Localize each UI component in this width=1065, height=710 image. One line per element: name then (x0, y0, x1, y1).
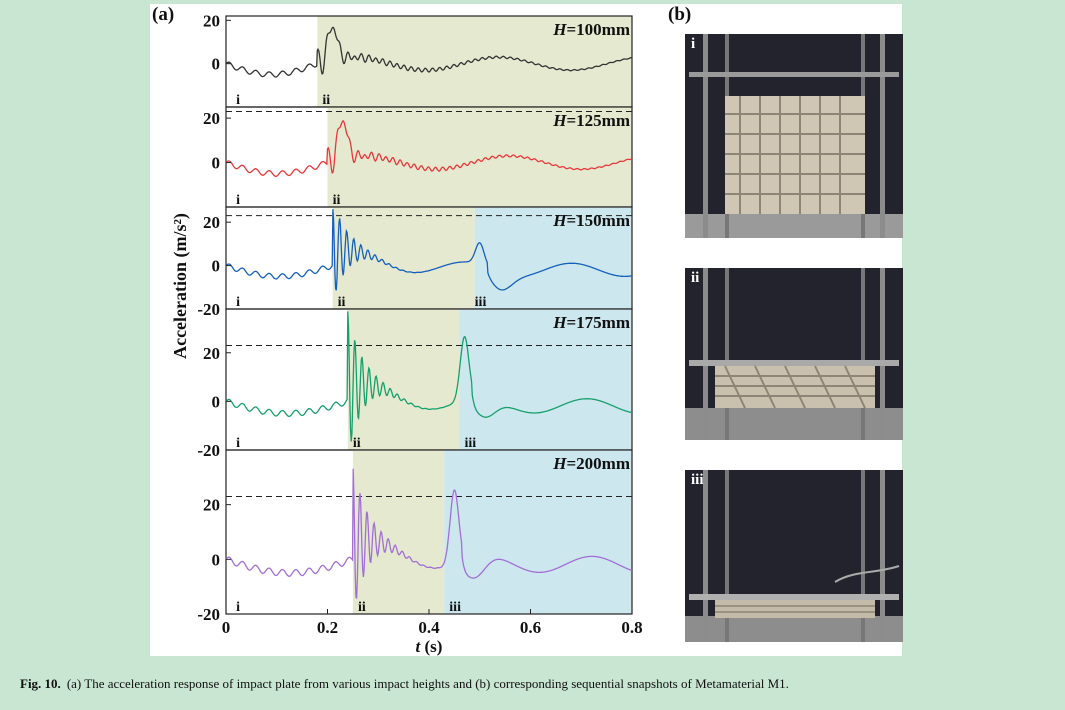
y-tick-label: -20 (197, 605, 220, 624)
y-tick-label: 0 (212, 392, 221, 411)
y-tick-label: 0 (212, 55, 221, 74)
y-tick-label: 20 (203, 11, 220, 30)
series-line-1 (225, 26, 632, 78)
y-tick-label: 20 (203, 213, 220, 232)
height-value: =200mm (566, 454, 630, 473)
compression-phase-region (332, 207, 475, 309)
x-tick-label: 0.2 (317, 618, 338, 637)
rebound-phase-region (474, 207, 632, 309)
phase-marker-label: i (236, 436, 240, 451)
snapshot-ii: ii (685, 268, 903, 440)
phase-marker-label: ii (353, 436, 361, 451)
snapshot-i-label: i (691, 36, 696, 52)
height-value: =175mm (566, 313, 630, 332)
x-tick-label: 0.4 (418, 618, 440, 637)
y-tick-label: 0 (212, 257, 221, 276)
caption-label: Fig. 10. (20, 676, 61, 691)
snapshot-i-image (685, 34, 903, 238)
height-symbol: H (552, 313, 567, 332)
phase-marker-label: ii (358, 600, 366, 615)
phase-marker-label: i (236, 93, 240, 108)
height-value: =150mm (566, 211, 630, 230)
rebound-phase-region (459, 309, 632, 450)
x-axis-unit: (s) (420, 637, 442, 656)
height-value: =100mm (566, 20, 630, 39)
height-symbol: H (552, 111, 567, 130)
snapshot-ii-image (685, 268, 903, 440)
y-tick-label: 20 (203, 344, 220, 363)
phase-marker-label: ii (338, 295, 346, 310)
series-line-2 (225, 119, 633, 177)
x-axis-symbol: t (416, 637, 422, 656)
phase-marker-label: i (236, 600, 240, 615)
phase-marker-label: iii (465, 436, 477, 451)
height-symbol: H (552, 454, 567, 473)
y-tick-label: 0 (212, 550, 221, 569)
y-tick-label: 20 (203, 496, 220, 515)
x-axis-label: t (s) (416, 637, 443, 656)
y-axis-label: Acceleration (m/s²) (170, 213, 191, 359)
height-label: H=125mm (552, 111, 630, 130)
figure: 0 20 H=100mm i ii 0 20 H=125mm i ii -20 0 20 H=150mm i… (150, 4, 903, 656)
series-line-3 (225, 209, 633, 291)
snapshot-iii-image (685, 470, 903, 642)
snapshot-i: i (685, 34, 903, 238)
phase-marker-label: iii (475, 295, 487, 310)
rebound-phase-region (444, 450, 632, 614)
height-label: H=100mm (552, 20, 630, 39)
panel-b-label: (b) (668, 4, 692, 25)
x-tick-label: 0 (222, 618, 231, 637)
panel-a-label: (a) (152, 4, 175, 25)
height-symbol: H (552, 211, 567, 230)
y-tick-label: -20 (197, 300, 220, 319)
phase-marker-label: ii (333, 193, 341, 208)
y-tick-label: -20 (197, 441, 220, 460)
x-tick-label: 0.6 (520, 618, 541, 637)
y-tick-label: 0 (212, 154, 221, 173)
height-label: H=175mm (552, 313, 630, 332)
x-tick-label: 0.8 (621, 618, 642, 637)
compression-phase-region (352, 450, 445, 614)
y-tick-label: 20 (203, 109, 220, 128)
height-label: H=150mm (552, 211, 630, 230)
compression-phase-region (327, 107, 632, 207)
height-value: =125mm (566, 111, 630, 130)
snapshot-ii-label: ii (691, 270, 700, 286)
height-symbol: H (552, 20, 567, 39)
caption-text: (a) The acceleration response of impact … (66, 676, 789, 691)
snapshot-iii: iii (685, 470, 903, 642)
figure-caption: Fig. 10. (a) The acceleration response of… (20, 676, 789, 692)
snapshot-iii-label: iii (691, 472, 704, 488)
phase-marker-label: i (236, 193, 240, 208)
series-line-4 (225, 311, 633, 442)
compression-phase-region (317, 16, 632, 107)
series-line-5 (225, 468, 633, 599)
compression-phase-region (347, 309, 460, 450)
phase-marker-label: i (236, 295, 240, 310)
height-label: H=200mm (552, 454, 630, 473)
phase-marker-label: iii (449, 600, 461, 615)
phase-marker-label: ii (322, 93, 330, 108)
